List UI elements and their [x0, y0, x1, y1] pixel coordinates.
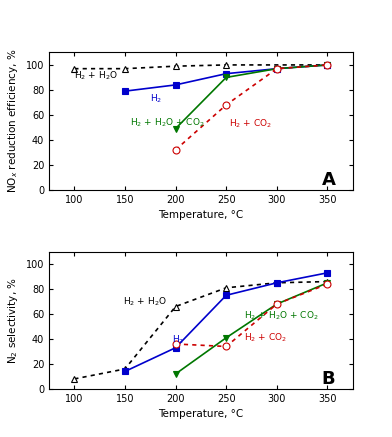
Y-axis label: NO$_x$ reduction efficiency, %: NO$_x$ reduction efficiency, % [6, 49, 20, 193]
Y-axis label: N$_2$ selectivity, %: N$_2$ selectivity, % [6, 277, 20, 364]
X-axis label: Temperature, °C: Temperature, °C [158, 409, 243, 420]
Text: H$_2$ + H$_2$O: H$_2$ + H$_2$O [74, 70, 118, 83]
Text: H$_2$ + H$_2$O: H$_2$ + H$_2$O [123, 295, 167, 308]
Text: H$_2$: H$_2$ [172, 334, 184, 347]
X-axis label: Temperature, °C: Temperature, °C [158, 210, 243, 220]
Text: H$_2$ + CO$_2$: H$_2$ + CO$_2$ [229, 118, 272, 130]
Text: H$_2$ + H$_2$O + CO$_2$: H$_2$ + H$_2$O + CO$_2$ [245, 309, 319, 322]
Text: B: B [322, 370, 335, 388]
Text: H$_2$: H$_2$ [150, 92, 163, 105]
Text: H$_2$ + CO$_2$: H$_2$ + CO$_2$ [245, 332, 288, 344]
Text: H$_2$ + H$_2$O + CO$_2$: H$_2$ + H$_2$O + CO$_2$ [130, 116, 205, 128]
Text: A: A [321, 171, 336, 189]
